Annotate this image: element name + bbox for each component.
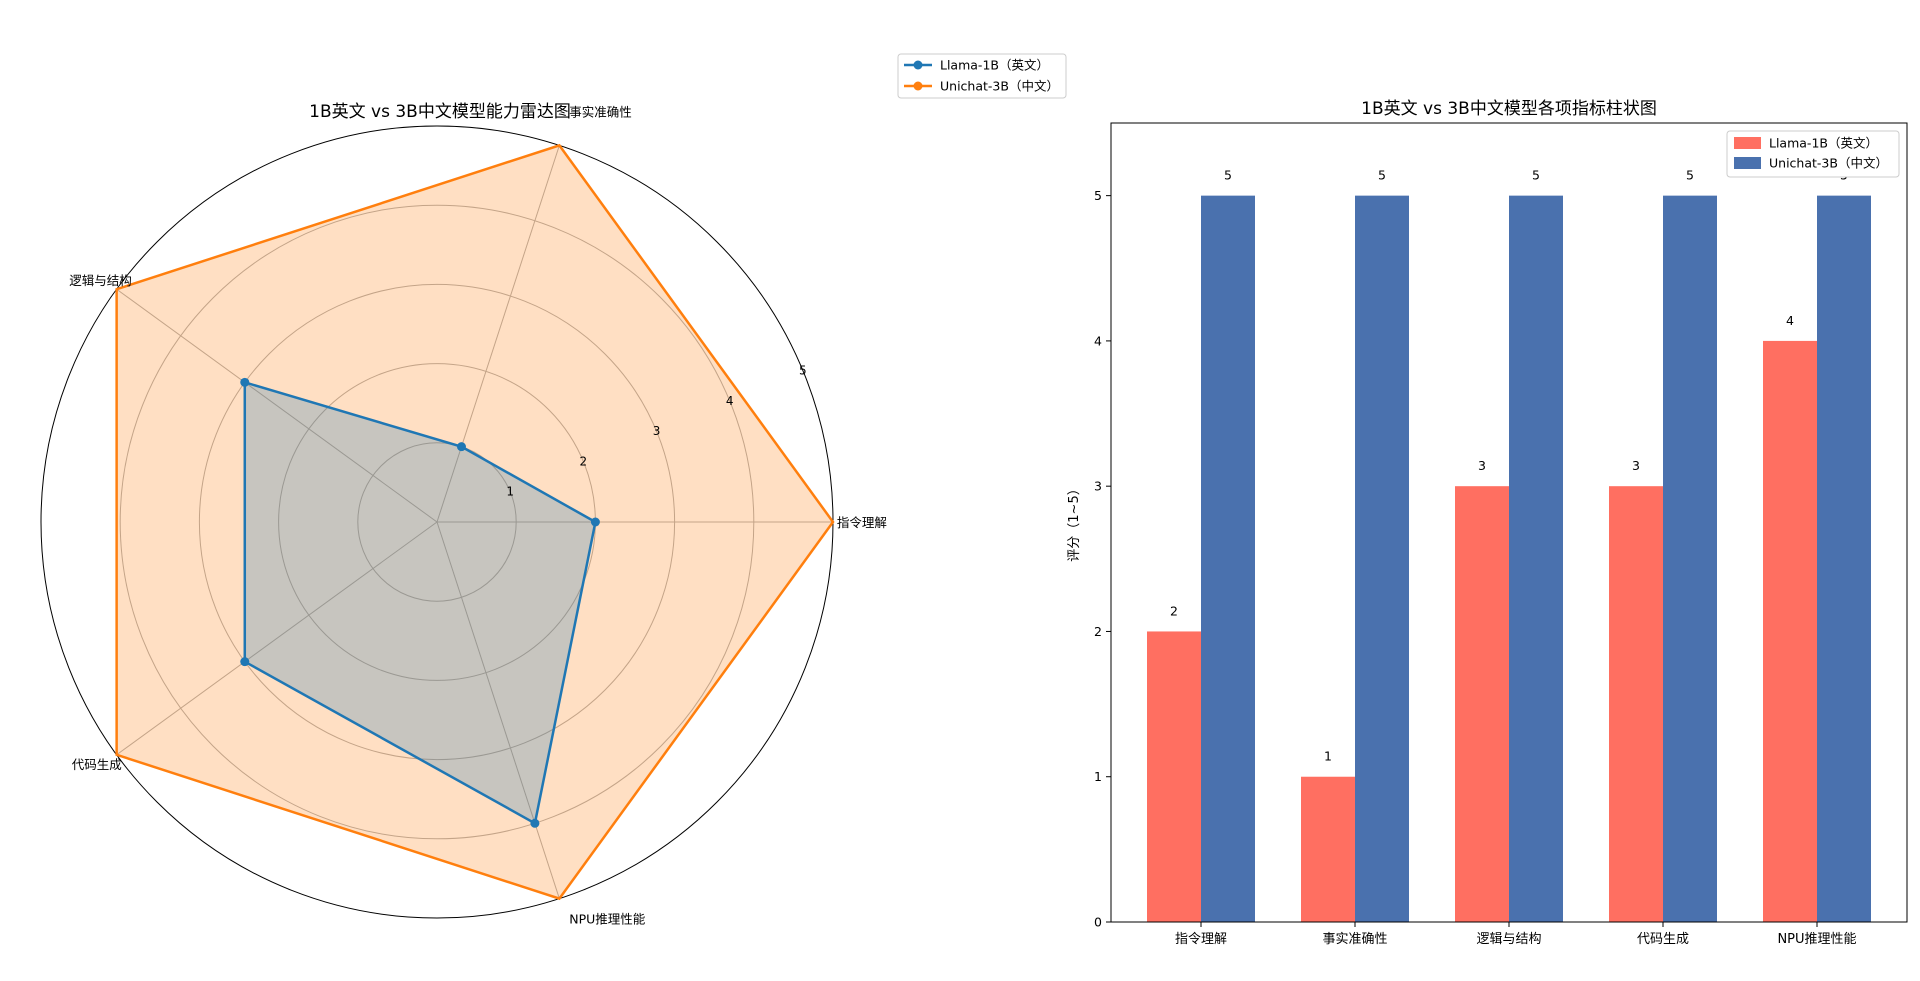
bar-ytick-label-5: 5 — [1094, 188, 1102, 203]
bar-ytick-label-2: 2 — [1094, 624, 1102, 639]
radar-axis-label-3: 代码生成 — [72, 757, 122, 772]
bar-legend-swatch-unichat — [1734, 157, 1761, 169]
bar-value-label-unichat-3b-1: 5 — [1378, 168, 1386, 183]
radar-legend-label-unichat: Unichat-3B（中文） — [940, 79, 1059, 94]
bar-y-ticks: 0 1 2 3 4 5 — [1094, 188, 1111, 930]
bar-legend-label-llama: Llama-1B（英文） — [1769, 136, 1878, 151]
radar-chart: 1B英文 vs 3B中文模型能力雷达图 1 2 3 4 5 指令理解 事实准确性逻辑与结构… — [40, 53, 1067, 927]
bar-xtick-label-3: 代码生成 — [1637, 932, 1689, 947]
bar-xtick-label-4: NPU推理性能 — [1777, 932, 1856, 947]
bar-ytick-label-3: 3 — [1094, 479, 1102, 494]
radar-point-llama-1b-4 — [530, 818, 540, 828]
bar-llama-1b-2 — [1455, 486, 1509, 922]
bar-llama-1b-3 — [1609, 486, 1663, 922]
bar-chart: 1B英文 vs 3B中文模型各项指标柱状图 2515353545 012345 … — [1067, 99, 1908, 947]
bar-value-label-llama-1b-2: 3 — [1478, 458, 1486, 473]
radar-spoke-4 — [436, 521, 560, 899]
radar-line-llama-1b — [243, 380, 597, 826]
radar-rtick-5: 5 — [799, 363, 807, 377]
bar-unichat-3b-1 — [1355, 195, 1409, 923]
bar-ytick-label-4: 4 — [1094, 333, 1102, 348]
bar-legend: Llama-1B（英文） Unichat-3B（中文） — [1726, 130, 1900, 178]
radar-legend-marker-llama — [913, 60, 923, 70]
radar-line-unichat-3b — [115, 143, 835, 901]
radar-legend-frame — [897, 53, 1067, 99]
bar-ytick-label-1: 1 — [1094, 769, 1102, 784]
bar-value-label-unichat-3b-3: 5 — [1686, 168, 1694, 183]
bar-value-label-llama-1b-0: 2 — [1170, 603, 1178, 618]
radar-rtick-labels: 1 2 3 4 5 — [506, 363, 806, 498]
radar-axis-label-4: NPU推理性能 — [569, 912, 646, 927]
bar-value-label-unichat-3b-0: 5 — [1224, 168, 1232, 183]
bar-y-axis-label: 评分（1~5） — [1067, 482, 1082, 561]
radar-fill-llama-1b — [244, 382, 596, 824]
bar-unichat-3b-4 — [1817, 195, 1871, 923]
radar-point-llama-1b-2 — [240, 377, 250, 387]
radar-lines — [115, 143, 835, 901]
bar-legend-frame — [1726, 130, 1900, 178]
bar-llama-1b-4 — [1763, 340, 1817, 923]
bar-bars — [1147, 195, 1871, 923]
radar-spoke-1 — [436, 145, 560, 523]
bar-value-label-llama-1b-4: 4 — [1786, 313, 1794, 328]
radar-rtick-1: 1 — [506, 485, 514, 499]
radar-spoke-2 — [116, 288, 438, 523]
bar-llama-1b-0 — [1147, 631, 1201, 922]
radar-points — [240, 377, 600, 828]
radar-rtick-4: 4 — [726, 394, 734, 408]
radar-legend-marker-unichat — [913, 81, 923, 91]
radar-rtick-2: 2 — [580, 454, 588, 468]
bar-xtick-label-0: 指令理解 — [1175, 932, 1227, 947]
radar-point-llama-1b-0 — [590, 517, 600, 527]
radar-legend-label-llama: Llama-1B（英文） — [940, 58, 1049, 73]
radar-grid — [40, 125, 834, 919]
radar-axis-label-2: 逻辑与结构 — [69, 273, 132, 288]
bar-plot-frame — [1110, 122, 1908, 923]
bar-legend-label-unichat: Unichat-3B（中文） — [1769, 156, 1888, 171]
bar-unichat-3b-3 — [1663, 195, 1717, 923]
bar-ytick-label-0: 0 — [1094, 915, 1102, 930]
radar-rtick-3: 3 — [653, 424, 661, 438]
bar-value-label-llama-1b-1: 1 — [1324, 749, 1332, 764]
bar-unichat-3b-2 — [1509, 195, 1563, 923]
bar-legend-swatch-llama — [1734, 137, 1761, 149]
bar-unichat-3b-0 — [1201, 195, 1255, 923]
radar-fills — [116, 145, 833, 899]
bar-x-ticks: 指令理解 事实准确性 逻辑与结构 代码生成 NPU推理性能 — [1175, 922, 1857, 947]
radar-title: 1B英文 vs 3B中文模型能力雷达图 — [309, 102, 571, 122]
bar-value-label-unichat-3b-2: 5 — [1532, 168, 1540, 183]
radar-point-llama-1b-3 — [240, 657, 250, 667]
radar-point-llama-1b-1 — [456, 442, 466, 452]
radar-legend: Llama-1B（英文） Unichat-3B（中文） — [897, 53, 1067, 99]
radar-axis-label-0: 指令理解 — [837, 515, 887, 530]
bar-value-label-llama-1b-3: 3 — [1632, 458, 1640, 473]
radar-fill-unichat-3b — [116, 145, 833, 899]
bar-xtick-label-2: 逻辑与结构 — [1476, 932, 1541, 947]
bar-title: 1B英文 vs 3B中文模型各项指标柱状图 — [1361, 99, 1657, 119]
radar-spoke-3 — [116, 521, 438, 756]
bar-xtick-label-1: 事实准确性 — [1322, 932, 1387, 947]
bar-llama-1b-1 — [1301, 776, 1355, 922]
radar-axis-label-1: 事实准确性 — [569, 104, 632, 119]
